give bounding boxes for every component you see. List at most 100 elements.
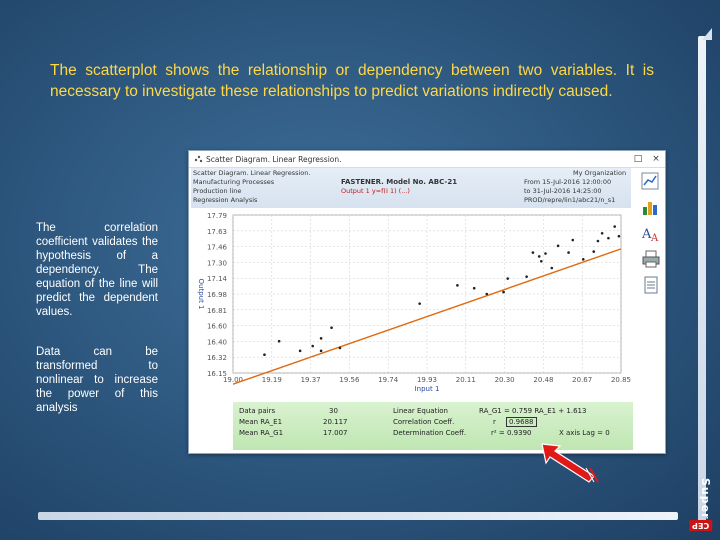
document-icon[interactable] xyxy=(641,275,661,295)
bar-chart-icon[interactable] xyxy=(641,197,661,217)
scatter-point xyxy=(311,344,314,348)
mean-e1-value: 20.117 xyxy=(323,418,348,426)
regression-line xyxy=(232,248,622,385)
slide-headline: The scatterplot shows the relationship o… xyxy=(50,62,654,100)
y-tick-label: 16.40 xyxy=(207,338,227,346)
y-tick-label: 17.46 xyxy=(207,244,228,252)
scatter-point xyxy=(531,251,535,254)
y-tick-label: 16.15 xyxy=(207,370,227,378)
x-tick-label: 19.19 xyxy=(262,376,282,384)
close-button[interactable]: × xyxy=(652,154,660,164)
y-tick-label: 17.14 xyxy=(207,275,228,283)
x-tick-label: 20.85 xyxy=(611,376,631,384)
scatter-point xyxy=(456,284,459,287)
x-tick-label: 19.00 xyxy=(223,376,243,384)
y-tick-label: 17.30 xyxy=(207,259,227,267)
y-tick-label: 16.32 xyxy=(207,354,227,362)
y-tick-label: 17.63 xyxy=(207,228,227,236)
scatter-plot-area: 19.00 19.19 19.37 19.56 19.74 19.93 20.11 20.30… xyxy=(191,209,633,399)
header-to: to 31-Jul-2016 14:25:00 xyxy=(524,187,602,195)
scatter-point xyxy=(550,266,554,270)
determination-value: r² = 0.9390 xyxy=(491,429,532,437)
scatter-point xyxy=(485,292,489,296)
scatter-point xyxy=(277,339,281,343)
scatter-point xyxy=(581,258,585,261)
scatter-plot: 19.00 19.19 19.37 19.56 19.74 19.93 20.11 20.30… xyxy=(197,212,631,393)
x-tick-label: 20.48 xyxy=(533,376,553,384)
window-title: Scatter Diagram. Linear Regression. xyxy=(206,154,342,164)
y-tick-label: 16.81 xyxy=(207,307,227,315)
x-tick-label: 20.30 xyxy=(495,376,515,384)
x-tick-label: 19.74 xyxy=(378,376,399,384)
scatter-point xyxy=(540,259,543,263)
correlation-label: Correlation Coeff. xyxy=(393,418,455,426)
scatter-point xyxy=(502,290,505,294)
scatter-point xyxy=(263,353,266,356)
scatter-point xyxy=(330,326,333,330)
y-tick-label: 17.79 xyxy=(207,212,227,220)
mean-e1-label: Mean RA_E1 xyxy=(239,418,283,426)
scatter-point xyxy=(472,286,476,290)
stats-panel: Data pairs 30 Mean RA_E1 20.117 Mean RA_… xyxy=(233,402,633,450)
scatter-window: Scatter Diagram. Linear Regression. □ × … xyxy=(188,150,666,454)
y-tick-label: 16.60 xyxy=(207,323,227,331)
printer-icon[interactable] xyxy=(641,249,661,269)
scatter-point xyxy=(613,225,617,228)
svg-text:A: A xyxy=(650,233,659,243)
header-from: From 15-Jul-2016 12:00:00 xyxy=(524,178,612,186)
slide-frame-bottom xyxy=(38,512,678,520)
header-output: Output 1 y=f(I 1) (...) xyxy=(341,187,410,195)
scatter-point xyxy=(567,251,570,254)
y-tick-label: 16.98 xyxy=(207,291,227,299)
scatter-point xyxy=(596,239,600,243)
linear-equation-value: RA_G1 = 0.759 RA_E1 + 1.613 xyxy=(479,407,587,415)
correlation-value: 0.9688 xyxy=(506,417,537,427)
x-tick-label: 19.37 xyxy=(301,376,321,384)
side-text-correlation: The correlation coefficient validates th… xyxy=(36,222,158,318)
window-titlebar: Scatter Diagram. Linear Regression. □ × xyxy=(189,151,665,168)
x-tick-label: 20.11 xyxy=(456,376,476,384)
correlation-symbol: r xyxy=(493,418,496,426)
scatter-point xyxy=(544,252,547,255)
header-model: FASTENER. Model No. ABC-21 xyxy=(341,178,458,186)
header-process: Manufacturing Processes xyxy=(193,178,275,186)
scatter-point xyxy=(298,349,302,353)
report-header: Scatter Diagram. Linear Regression. Manu… xyxy=(191,168,631,208)
cep-badge: CEP xyxy=(688,520,712,531)
app-icon xyxy=(194,155,203,163)
mean-g1-value: 17.007 xyxy=(323,429,348,437)
highlight-arrow-icon xyxy=(541,443,599,483)
linear-equation-label: Linear Equation xyxy=(393,407,448,415)
scatter-point xyxy=(319,349,323,353)
data-pairs-label: Data pairs xyxy=(239,407,276,415)
super-label: Super xyxy=(699,478,712,520)
header-line: Production line xyxy=(193,187,242,195)
data-pairs-value: 30 xyxy=(329,407,338,415)
scatter-point xyxy=(537,255,541,258)
scatter-point xyxy=(338,346,342,350)
scatter-point xyxy=(418,302,421,305)
x-axis-lag: X axis Lag = 0 xyxy=(559,429,610,437)
mean-g1-label: Mean RA_G1 xyxy=(239,429,284,437)
maximize-button[interactable]: □ xyxy=(633,154,643,164)
scatter-point xyxy=(607,236,610,240)
scatter-point xyxy=(571,238,575,242)
header-org: My Organization xyxy=(573,169,627,177)
slide-frame-corner xyxy=(702,28,712,40)
scatter-point xyxy=(617,234,621,238)
side-text-transform: Data can be transformed to nonlinear to … xyxy=(36,346,158,414)
scatter-point xyxy=(525,275,528,278)
scatter-point xyxy=(600,232,604,235)
header-report-title: Scatter Diagram. Linear Regression. xyxy=(193,169,311,177)
chart-icon[interactable] xyxy=(641,171,661,191)
svg-text:A: A xyxy=(641,227,652,242)
x-tick-label: 20.67 xyxy=(572,376,592,384)
x-axis-label: Input 1 xyxy=(415,385,440,393)
scatter-point xyxy=(592,250,596,253)
slide-frame-right xyxy=(698,36,706,522)
header-path: PROD/repre/lin1/abc21/n_s1 xyxy=(524,196,616,204)
header-analysis: Regression Analysis xyxy=(193,196,258,204)
y-axis-label: Output 1 xyxy=(197,279,205,310)
